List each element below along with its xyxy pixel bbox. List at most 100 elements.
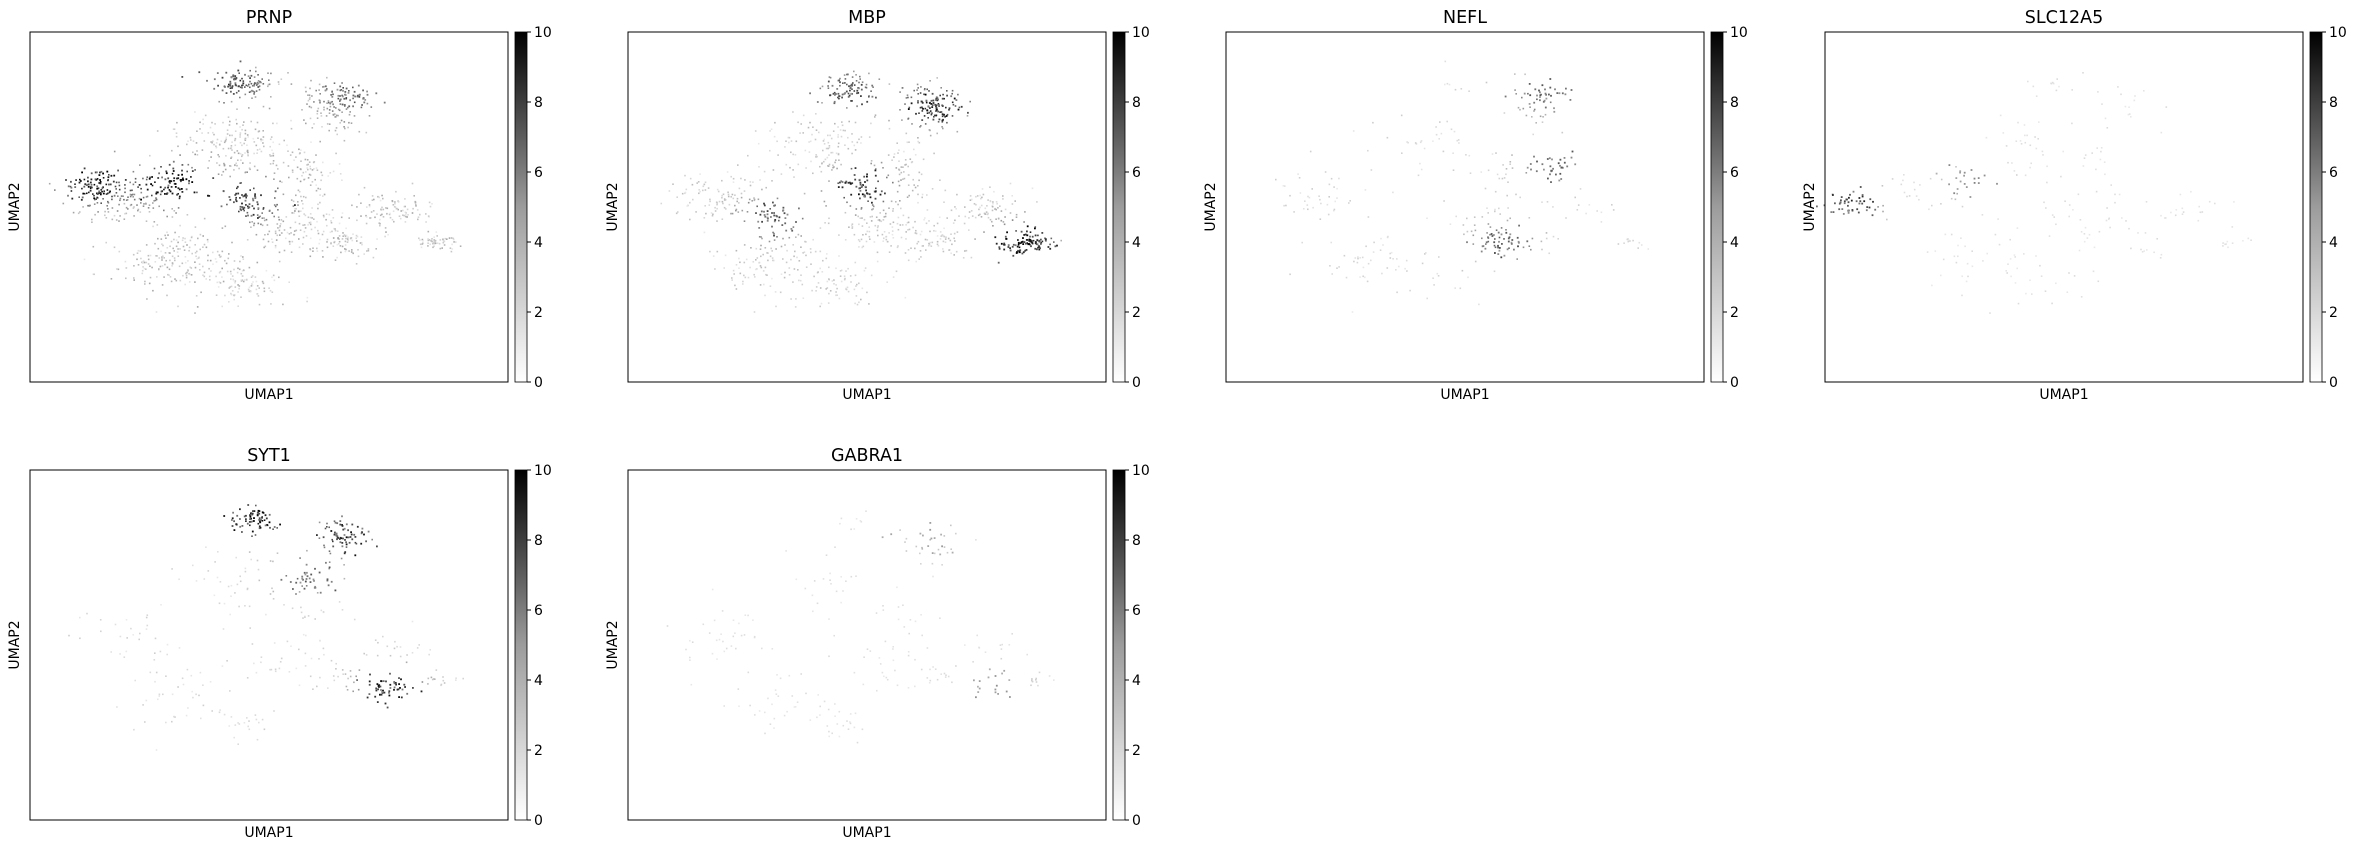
cell-point	[1035, 241, 1037, 243]
cell-point	[123, 202, 126, 205]
cell-point	[240, 278, 243, 281]
cell-point	[907, 108, 910, 110]
cell-point	[269, 560, 272, 562]
cell-point	[198, 263, 201, 265]
cell-point	[381, 206, 383, 209]
cell-point	[927, 117, 929, 119]
cell-point	[316, 110, 319, 112]
cell-point	[336, 522, 339, 525]
cell-point	[867, 200, 869, 202]
cell-point	[892, 276, 895, 278]
cell-point	[259, 148, 261, 150]
cell-point	[323, 106, 325, 109]
cell-point	[275, 239, 278, 241]
cell-point	[147, 258, 150, 261]
cell-point	[341, 212, 344, 214]
cell-point	[758, 227, 761, 229]
cell-point	[125, 277, 127, 280]
cell-point	[185, 274, 188, 277]
cell-point	[2118, 193, 2121, 196]
colorbar-tick-label: 2	[1132, 305, 1141, 321]
cell-point	[762, 253, 764, 256]
cell-point	[1509, 161, 1512, 163]
cell-point	[165, 237, 167, 239]
cell-point	[177, 255, 180, 257]
cell-point	[856, 89, 859, 92]
cell-point	[306, 159, 309, 161]
cell-point	[302, 224, 304, 226]
cell-point	[730, 645, 733, 647]
cell-point	[861, 185, 864, 187]
colorbar-tick-label: 6	[2329, 165, 2338, 181]
cell-point	[239, 136, 241, 138]
cell-point	[325, 115, 328, 117]
cell-point	[145, 244, 148, 246]
cell-point	[968, 229, 970, 231]
cell-point	[888, 207, 890, 209]
cell-point	[263, 246, 265, 249]
cell-point	[68, 634, 70, 637]
cell-point	[217, 173, 220, 175]
cell-point	[921, 193, 924, 196]
cell-point	[946, 217, 948, 219]
cell-point	[1036, 201, 1038, 203]
cell-point	[75, 179, 77, 181]
cell-point	[927, 244, 930, 247]
cell-point	[330, 221, 333, 224]
cell-point	[1600, 221, 1603, 223]
cell-point	[859, 183, 862, 186]
cell-point	[685, 188, 688, 191]
cell-point	[253, 141, 256, 143]
cell-point	[379, 214, 382, 217]
cell-point	[865, 510, 867, 512]
cell-point	[79, 616, 81, 619]
colorbar-tick-label: 0	[1132, 813, 1141, 829]
cell-point	[954, 105, 957, 107]
cell-point	[397, 688, 400, 691]
cell-point	[438, 242, 441, 245]
cell-point	[676, 196, 678, 198]
cell-point	[159, 650, 162, 653]
cell-point	[297, 201, 299, 203]
cell-point	[315, 89, 317, 92]
cell-point	[1380, 237, 1382, 240]
cell-point	[164, 234, 166, 237]
cell-point	[341, 238, 344, 240]
cell-point	[314, 618, 316, 620]
cell-point	[192, 151, 194, 154]
cell-point	[863, 218, 866, 221]
cell-point	[1396, 291, 1398, 294]
cell-point	[2014, 282, 2017, 284]
cell-point	[795, 298, 797, 300]
cell-point	[939, 231, 942, 233]
cell-point	[395, 190, 397, 193]
cell-point	[764, 711, 766, 714]
cell-point	[782, 237, 784, 240]
cell-point	[177, 686, 179, 688]
cell-point	[1333, 209, 1335, 212]
cell-point	[352, 233, 354, 235]
cell-point	[149, 176, 151, 179]
cell-point	[1874, 208, 1877, 211]
cell-point	[922, 534, 924, 537]
cell-point	[1409, 289, 1411, 292]
cell-point	[247, 504, 250, 506]
cell-point	[257, 130, 260, 133]
cell-point	[149, 671, 152, 674]
cell-point	[167, 234, 169, 236]
cell-point	[112, 180, 115, 183]
cell-point	[239, 197, 241, 199]
cell-point	[840, 517, 843, 520]
cell-point	[1009, 182, 1012, 185]
cell-point	[1552, 206, 1554, 208]
cell-point	[756, 205, 758, 208]
cell-point	[241, 525, 244, 527]
cell-point	[285, 575, 288, 577]
cell-point	[218, 711, 221, 714]
cell-point	[756, 268, 758, 270]
cell-point	[161, 259, 163, 261]
cell-point	[175, 239, 178, 241]
cell-point	[923, 115, 926, 117]
cell-point	[326, 123, 329, 125]
cell-point	[332, 170, 335, 173]
